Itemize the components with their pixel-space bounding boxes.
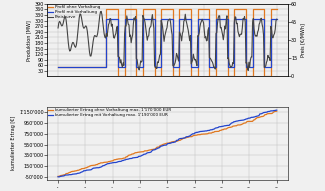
Y-axis label: kumulierter Ertrag [€]: kumulierter Ertrag [€] [11, 116, 16, 170]
Legend: Profil ohne Vorhaltung, Profil mit Vorhaltung, Preiskurve: Profil ohne Vorhaltung, Profil mit Vorha… [48, 5, 100, 19]
Legend: kumulierter Ertrag ohne Vorhaltung max. 1'170'000 EUR, kumulierter Ertrag mit Vo: kumulierter Ertrag ohne Vorhaltung max. … [48, 108, 171, 118]
Y-axis label: Produktion [MW]: Produktion [MW] [27, 20, 32, 61]
Y-axis label: Preis [€/MWh]: Preis [€/MWh] [300, 23, 305, 57]
